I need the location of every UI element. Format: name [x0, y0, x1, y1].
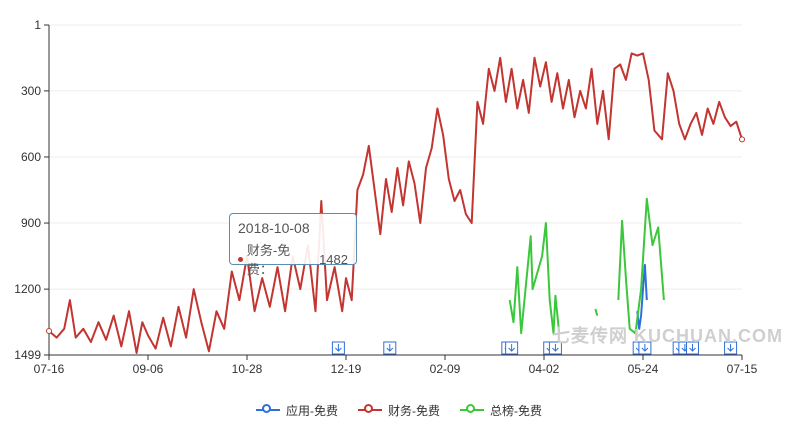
series-line-1 — [48, 52, 743, 354]
event-marker — [331, 341, 345, 355]
down-arrow-icon — [727, 344, 734, 352]
down-arrow-icon — [689, 344, 696, 352]
y-tick-label: 1 — [34, 18, 41, 32]
down-arrow-icon — [641, 344, 649, 352]
down-arrow-icon — [386, 344, 394, 352]
x-tick-label: 10-28 — [232, 362, 263, 376]
tooltip-value: 1482 — [319, 251, 348, 267]
y-tick-label: 900 — [21, 216, 41, 230]
down-arrow-icon — [335, 344, 342, 352]
x-tick-label: 07-16 — [34, 362, 65, 376]
legend-label-overall-free: 总榜-免费 — [490, 403, 542, 418]
event-marker — [548, 341, 562, 355]
event-markers — [331, 341, 738, 355]
legend-item-finance-free[interactable]: 财务-免费 — [358, 402, 440, 419]
tooltip-series-label: 财务-免费： — [246, 243, 291, 277]
series-line-2 — [508, 222, 561, 335]
legend-swatch-app-free — [256, 403, 280, 417]
x-tick-label: 12-19 — [331, 362, 362, 376]
series-line-0 — [636, 263, 648, 330]
event-marker — [686, 341, 699, 355]
legend-swatch-finance-free — [358, 403, 382, 417]
grid-lines — [49, 24, 742, 290]
down-arrow-icon — [552, 344, 559, 352]
tooltip-row: 财务-免费： 1482 — [238, 240, 348, 278]
tooltip-date: 2018-10-08 — [238, 220, 310, 236]
event-marker — [383, 341, 397, 355]
series-point — [46, 327, 52, 334]
x-tick-label: 07-15 — [727, 362, 758, 376]
tooltip-series-dot — [238, 256, 243, 262]
x-tick-label: 04-02 — [529, 362, 560, 376]
x-tick-label: 05-24 — [628, 362, 659, 376]
series-point — [739, 136, 745, 143]
y-tick-label: 1200 — [14, 282, 41, 296]
down-arrow-icon — [508, 344, 515, 352]
legend-item-app-free[interactable]: 应用-免费 — [256, 402, 338, 419]
y-tick-label: 1499 — [14, 348, 41, 362]
tooltip: 2018-10-08 财务-免费： 1482 — [229, 213, 357, 277]
legend-label-finance-free: 财务-免费 — [388, 403, 440, 418]
x-axis: 07-16 09-06 10-28 12-19 02-09 04-02 05-24 07-15 — [34, 354, 758, 376]
legend-item-overall-free[interactable]: 总榜-免费 — [460, 402, 542, 419]
legend-label-app-free: 应用-免费 — [286, 403, 338, 418]
series-layer — [46, 52, 745, 354]
legend: 应用-免费 财务-免费 总榜-免费 — [0, 400, 798, 420]
x-tick-label: 09-06 — [133, 362, 164, 376]
event-marker — [724, 341, 738, 355]
x-tick-label: 02-09 — [430, 362, 461, 376]
y-tick-label: 600 — [21, 150, 41, 164]
series-line-2 — [617, 197, 665, 335]
watermark: 七麦传网 KUCHUAN.COM — [552, 326, 783, 346]
y-axis: 1 300 600 900 1200 1499 — [14, 18, 50, 362]
event-marker — [505, 341, 519, 355]
series-line-2 — [594, 308, 599, 316]
y-tick-label: 300 — [21, 84, 41, 98]
event-marker — [638, 341, 652, 355]
legend-swatch-overall-free — [460, 403, 484, 417]
